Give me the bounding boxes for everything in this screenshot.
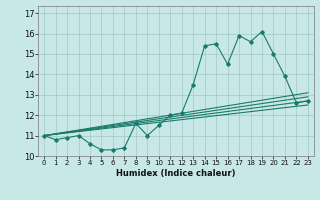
X-axis label: Humidex (Indice chaleur): Humidex (Indice chaleur)	[116, 169, 236, 178]
